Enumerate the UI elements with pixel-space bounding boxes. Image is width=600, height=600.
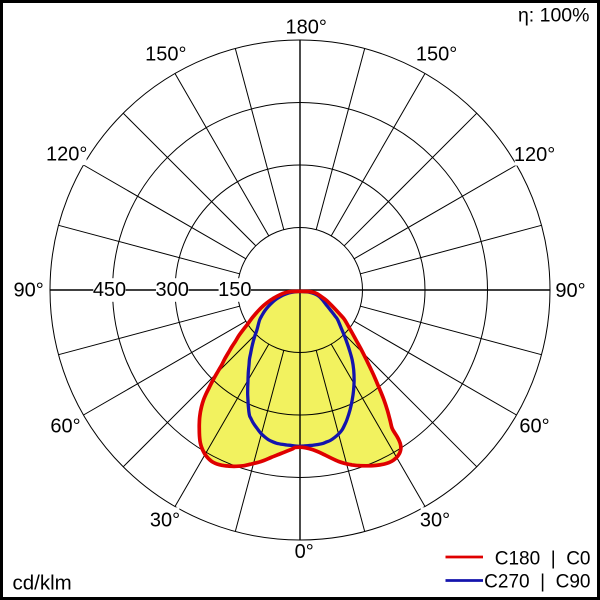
svg-text:30°: 30° [420, 509, 450, 531]
svg-text:120°: 120° [514, 144, 555, 166]
svg-text:180°: 180° [286, 16, 327, 38]
svg-text:0°: 0° [295, 541, 314, 563]
svg-text:150: 150 [218, 279, 251, 301]
svg-text:150°: 150° [416, 44, 457, 66]
svg-text:120°: 120° [46, 144, 87, 166]
svg-text:η: 100%: η: 100% [518, 5, 590, 27]
svg-text:450: 450 [93, 279, 126, 301]
svg-text:90°: 90° [13, 279, 43, 301]
svg-text:C180 | C0: C180 | C0 [495, 548, 591, 569]
svg-text:150°: 150° [145, 43, 186, 65]
svg-text:60°: 60° [50, 416, 80, 438]
svg-text:60°: 60° [519, 416, 549, 438]
svg-text:300: 300 [156, 279, 189, 301]
svg-text:30°: 30° [150, 509, 180, 531]
svg-text:cd/klm: cd/klm [13, 572, 72, 595]
svg-text:90°: 90° [555, 280, 585, 302]
svg-text:C270 | C90: C270 | C90 [484, 572, 590, 593]
